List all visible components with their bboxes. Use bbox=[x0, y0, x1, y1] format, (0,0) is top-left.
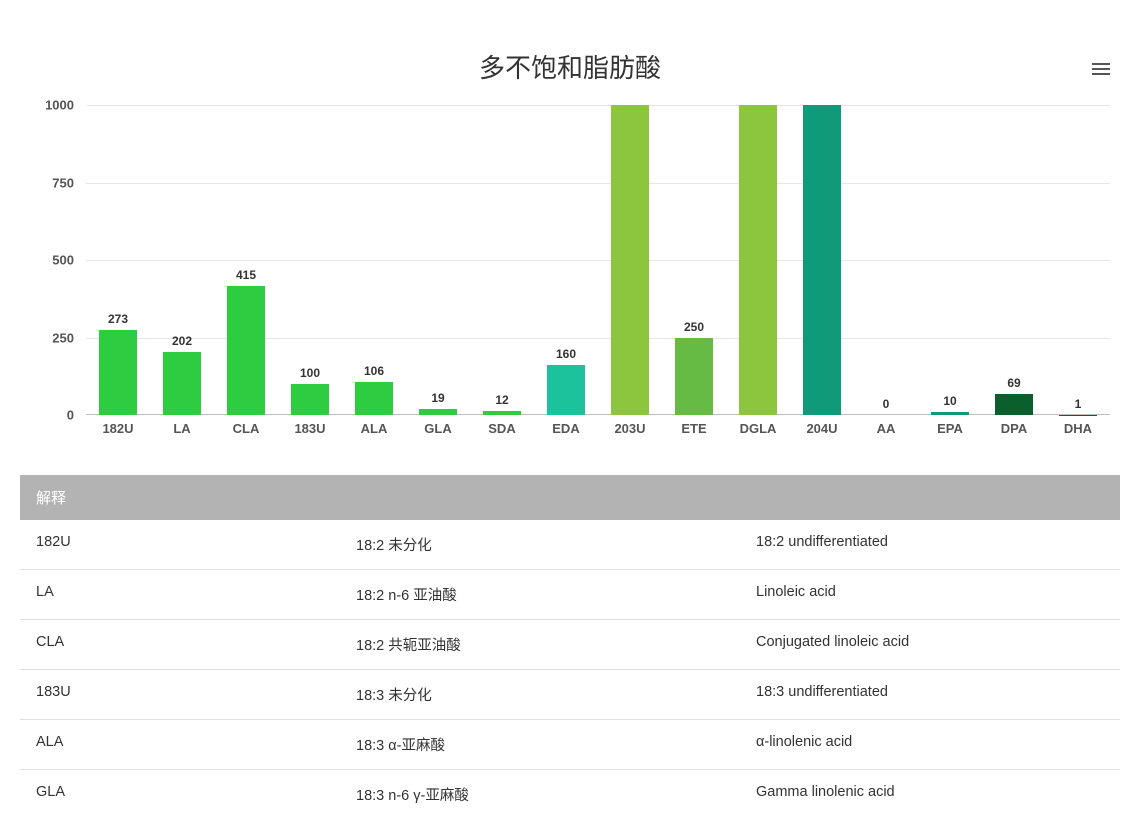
table-cell-zh: 18:2 未分化 bbox=[356, 534, 756, 555]
table-header: 解释 bbox=[20, 475, 1120, 520]
table-cell-en: α-linolenic acid bbox=[756, 734, 1104, 755]
bar[interactable] bbox=[675, 338, 713, 416]
bar-slot: 1 bbox=[1046, 397, 1110, 415]
bar-slot: 273 bbox=[86, 312, 150, 415]
bar[interactable] bbox=[291, 384, 329, 415]
x-tick-label: AA bbox=[854, 421, 918, 436]
table-cell-code: ALA bbox=[36, 734, 356, 755]
bar-slot bbox=[726, 105, 790, 415]
table-row: LA18:2 n-6 亚油酸Linoleic acid bbox=[20, 570, 1120, 620]
x-tick-label: 204U bbox=[790, 421, 854, 436]
bar-value-label: 273 bbox=[108, 312, 128, 326]
table-row: CLA18:2 共轭亚油酸Conjugated linoleic acid bbox=[20, 620, 1120, 670]
chart-area: 02505007501000 2732024151001061912160250… bbox=[30, 105, 1110, 450]
x-tick-label: 183U bbox=[278, 421, 342, 436]
y-tick-label: 1000 bbox=[45, 98, 74, 113]
table-row: ALA18:3 α-亚麻酸α-linolenic acid bbox=[20, 720, 1120, 770]
table-row: 183U18:3 未分化18:3 undifferentiated bbox=[20, 670, 1120, 720]
table-cell-code: 183U bbox=[36, 684, 356, 705]
bar[interactable] bbox=[931, 412, 969, 415]
bar[interactable] bbox=[227, 286, 265, 415]
table-cell-code: GLA bbox=[36, 784, 356, 805]
table-body: 182U18:2 未分化18:2 undifferentiatedLA18:2 … bbox=[20, 520, 1120, 813]
table-cell-zh: 18:3 n-6 γ-亚麻酸 bbox=[356, 784, 756, 805]
bar-value-label: 0 bbox=[883, 397, 890, 411]
x-tick-label: ETE bbox=[662, 421, 726, 436]
bar-value-label: 100 bbox=[300, 366, 320, 380]
page-container: 多不饱和脂肪酸 02505007501000 27320241510010619… bbox=[0, 0, 1140, 813]
table-cell-code: 182U bbox=[36, 534, 356, 555]
bar[interactable] bbox=[803, 105, 841, 415]
bar[interactable] bbox=[163, 352, 201, 415]
bar-value-label: 10 bbox=[943, 394, 956, 408]
bar-slot: 0 bbox=[854, 397, 918, 415]
x-tick-label: ALA bbox=[342, 421, 406, 436]
bar-slot: 160 bbox=[534, 347, 598, 415]
bar-value-label: 250 bbox=[684, 320, 704, 334]
x-tick-label: 182U bbox=[86, 421, 150, 436]
x-tick-label: EPA bbox=[918, 421, 982, 436]
table-cell-en: 18:2 undifferentiated bbox=[756, 534, 1104, 555]
bar[interactable] bbox=[611, 105, 649, 415]
bar-value-label: 12 bbox=[495, 393, 508, 407]
table-row: 182U18:2 未分化18:2 undifferentiated bbox=[20, 520, 1120, 570]
x-tick-label: LA bbox=[150, 421, 214, 436]
bar-slot: 12 bbox=[470, 393, 534, 415]
y-tick-label: 0 bbox=[67, 408, 74, 423]
y-axis: 02505007501000 bbox=[30, 105, 82, 415]
x-tick-label: CLA bbox=[214, 421, 278, 436]
bar-slot: 69 bbox=[982, 376, 1046, 415]
bar-slot: 106 bbox=[342, 364, 406, 415]
y-tick-label: 750 bbox=[52, 175, 74, 190]
table-row: GLA18:3 n-6 γ-亚麻酸Gamma linolenic acid bbox=[20, 770, 1120, 813]
bar-slot: 100 bbox=[278, 366, 342, 415]
bar-value-label: 160 bbox=[556, 347, 576, 361]
table-cell-code: CLA bbox=[36, 634, 356, 655]
bar[interactable] bbox=[547, 365, 585, 415]
bar-slot bbox=[790, 105, 854, 415]
bar-value-label: 106 bbox=[364, 364, 384, 378]
x-tick-label: DPA bbox=[982, 421, 1046, 436]
bar-slot: 10 bbox=[918, 394, 982, 415]
table-cell-en: Gamma linolenic acid bbox=[756, 784, 1104, 805]
bar[interactable] bbox=[99, 330, 137, 415]
y-tick-label: 250 bbox=[52, 330, 74, 345]
bar-slot: 19 bbox=[406, 391, 470, 415]
hamburger-menu-icon[interactable] bbox=[1092, 60, 1110, 78]
y-tick-label: 500 bbox=[52, 253, 74, 268]
x-tick-label: 203U bbox=[598, 421, 662, 436]
table-cell-code: LA bbox=[36, 584, 356, 605]
bar-slot: 202 bbox=[150, 334, 214, 415]
table-cell-en: Linoleic acid bbox=[756, 584, 1104, 605]
bar-slot: 415 bbox=[214, 268, 278, 415]
explanation-table: 解释 182U18:2 未分化18:2 undifferentiatedLA18… bbox=[20, 475, 1120, 813]
bar[interactable] bbox=[995, 394, 1033, 415]
x-tick-label: SDA bbox=[470, 421, 534, 436]
bar-value-label: 19 bbox=[431, 391, 444, 405]
bar[interactable] bbox=[355, 382, 393, 415]
bar[interactable] bbox=[739, 105, 777, 415]
table-cell-en: Conjugated linoleic acid bbox=[756, 634, 1104, 655]
bar[interactable] bbox=[483, 411, 521, 415]
bar-value-label: 69 bbox=[1007, 376, 1020, 390]
x-tick-label: EDA bbox=[534, 421, 598, 436]
chart-title: 多不饱和脂肪酸 bbox=[0, 0, 1140, 95]
x-tick-label: GLA bbox=[406, 421, 470, 436]
x-tick-label: DGLA bbox=[726, 421, 790, 436]
x-tick-label: DHA bbox=[1046, 421, 1110, 436]
bar-value-label: 1 bbox=[1075, 397, 1082, 411]
bar-slot bbox=[598, 105, 662, 415]
bar-value-label: 202 bbox=[172, 334, 192, 348]
bar[interactable] bbox=[419, 409, 457, 415]
table-cell-zh: 18:2 共轭亚油酸 bbox=[356, 634, 756, 655]
table-cell-zh: 18:3 未分化 bbox=[356, 684, 756, 705]
bar-value-label: 415 bbox=[236, 268, 256, 282]
x-axis-labels: 182ULACLA183UALAGLASDAEDA203UETEDGLA204U… bbox=[86, 421, 1110, 436]
bar-slot: 250 bbox=[662, 320, 726, 416]
table-cell-zh: 18:2 n-6 亚油酸 bbox=[356, 584, 756, 605]
chart-bars: 273 202 415 100 106 19 12 160 250 0 10 69 1 bbox=[86, 105, 1110, 415]
table-cell-en: 18:3 undifferentiated bbox=[756, 684, 1104, 705]
table-cell-zh: 18:3 α-亚麻酸 bbox=[356, 734, 756, 755]
